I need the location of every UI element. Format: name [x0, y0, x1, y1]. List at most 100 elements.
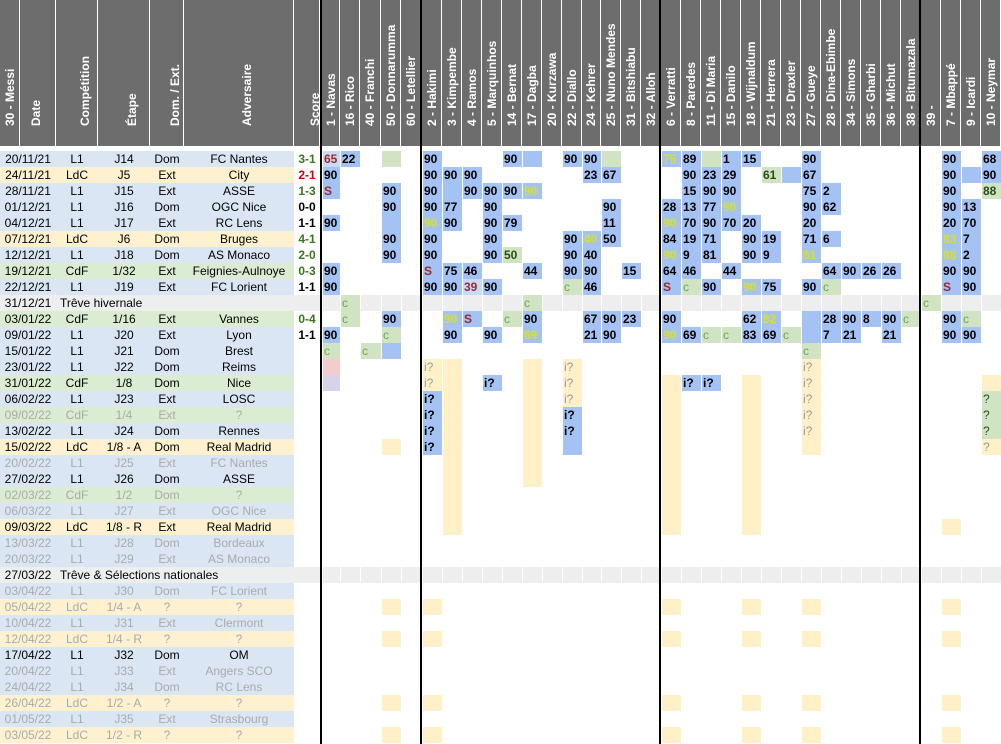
- player-minutes-cell[interactable]: [401, 647, 422, 663]
- player-minutes-cell[interactable]: [462, 231, 482, 247]
- player-minutes-cell[interactable]: [701, 439, 721, 455]
- player-minutes-cell[interactable]: [522, 631, 542, 647]
- player-minutes-cell[interactable]: [401, 599, 422, 615]
- player-minutes-cell[interactable]: [961, 599, 981, 615]
- player-minutes-cell[interactable]: [360, 647, 381, 663]
- match-row[interactable]: 06/03/22 L1 J27 Ext OGC Nice: [0, 503, 1001, 519]
- player-minutes-cell[interactable]: ?: [981, 423, 1001, 439]
- player-minutes-cell[interactable]: 90: [422, 199, 442, 215]
- player-minutes-cell[interactable]: [381, 727, 401, 743]
- player-minutes-cell[interactable]: 46: [462, 263, 482, 279]
- player-minutes-cell[interactable]: [442, 503, 462, 519]
- match-row[interactable]: 17/04/22 L1 J32 Dom OM: [0, 647, 1001, 663]
- player-minutes-cell[interactable]: 90: [482, 247, 502, 263]
- player-minutes-cell[interactable]: [781, 615, 801, 631]
- player-minutes-cell[interactable]: [841, 343, 861, 359]
- player-minutes-cell[interactable]: [741, 551, 761, 567]
- header-adversaire[interactable]: Adversaire: [184, 0, 294, 146]
- player-minutes-cell[interactable]: [621, 391, 641, 407]
- player-minutes-cell[interactable]: [381, 695, 401, 711]
- player-minutes-cell[interactable]: [781, 439, 801, 455]
- player-minutes-cell[interactable]: [861, 375, 881, 391]
- player-minutes-cell[interactable]: [482, 151, 502, 167]
- player-minutes-cell[interactable]: [542, 295, 562, 311]
- player-minutes-cell[interactable]: [881, 711, 901, 727]
- player-minutes-cell[interactable]: [681, 471, 701, 487]
- player-minutes-cell[interactable]: [322, 199, 340, 215]
- player-minutes-cell[interactable]: [861, 471, 881, 487]
- player-minutes-cell[interactable]: [841, 167, 861, 183]
- player-minutes-cell[interactable]: [422, 647, 442, 663]
- player-minutes-cell[interactable]: [741, 647, 761, 663]
- player-minutes-cell[interactable]: [401, 327, 422, 343]
- player-minutes-cell[interactable]: [901, 679, 921, 695]
- player-minutes-cell[interactable]: 50: [601, 231, 621, 247]
- player-minutes-cell[interactable]: [322, 487, 340, 503]
- player-minutes-cell[interactable]: [861, 247, 881, 263]
- player-minutes-cell[interactable]: c: [781, 327, 801, 343]
- match-row[interactable]: 10/04/22 L1 J31 Ext Clermont: [0, 615, 1001, 631]
- player-minutes-cell[interactable]: [821, 519, 841, 535]
- player-minutes-cell[interactable]: [821, 679, 841, 695]
- player-minutes-cell[interactable]: [641, 551, 661, 567]
- player-minutes-cell[interactable]: [661, 407, 681, 423]
- player-minutes-cell[interactable]: 90: [422, 215, 442, 231]
- player-minutes-cell[interactable]: [621, 279, 641, 295]
- player-minutes-cell[interactable]: [701, 311, 721, 327]
- player-minutes-cell[interactable]: [542, 311, 562, 327]
- player-minutes-cell[interactable]: [522, 231, 542, 247]
- player-minutes-cell[interactable]: [601, 359, 621, 375]
- player-minutes-cell[interactable]: [661, 679, 681, 695]
- player-minutes-cell[interactable]: [442, 231, 462, 247]
- player-minutes-cell[interactable]: [641, 439, 661, 455]
- player-minutes-cell[interactable]: [821, 471, 841, 487]
- player-minutes-cell[interactable]: 62: [741, 311, 761, 327]
- player-minutes-cell[interactable]: [340, 455, 360, 471]
- player-minutes-cell[interactable]: [360, 215, 381, 231]
- player-minutes-cell[interactable]: [921, 615, 941, 631]
- player-minutes-cell[interactable]: [542, 215, 562, 231]
- player-minutes-cell[interactable]: 90: [381, 199, 401, 215]
- player-minutes-cell[interactable]: [502, 455, 522, 471]
- player-minutes-cell[interactable]: 90: [661, 327, 681, 343]
- player-minutes-cell[interactable]: [661, 343, 681, 359]
- player-minutes-cell[interactable]: [401, 679, 422, 695]
- player-minutes-cell[interactable]: [761, 583, 781, 599]
- player-minutes-cell[interactable]: [761, 391, 781, 407]
- player-minutes-cell[interactable]: [981, 471, 1001, 487]
- player-minutes-cell[interactable]: [462, 215, 482, 231]
- player-minutes-cell[interactable]: [360, 711, 381, 727]
- player-minutes-cell[interactable]: [881, 663, 901, 679]
- player-minutes-cell[interactable]: [741, 503, 761, 519]
- player-minutes-cell[interactable]: [741, 455, 761, 471]
- player-minutes-cell[interactable]: [482, 311, 502, 327]
- player-minutes-cell[interactable]: [781, 359, 801, 375]
- player-minutes-cell[interactable]: [562, 599, 582, 615]
- player-minutes-cell[interactable]: [422, 599, 442, 615]
- player-minutes-cell[interactable]: [442, 343, 462, 359]
- player-minutes-cell[interactable]: [401, 375, 422, 391]
- player-minutes-cell[interactable]: [701, 423, 721, 439]
- player-minutes-cell[interactable]: [981, 647, 1001, 663]
- player-minutes-cell[interactable]: [601, 583, 621, 599]
- player-minutes-cell[interactable]: c: [721, 327, 741, 343]
- player-minutes-cell[interactable]: 65: [322, 151, 340, 167]
- player-minutes-cell[interactable]: [921, 503, 941, 519]
- player-minutes-cell[interactable]: [741, 439, 761, 455]
- player-header[interactable]: 40 - Franchi: [360, 0, 381, 146]
- player-minutes-cell[interactable]: [542, 423, 562, 439]
- player-minutes-cell[interactable]: 90: [582, 151, 601, 167]
- player-minutes-cell[interactable]: [360, 247, 381, 263]
- player-minutes-cell[interactable]: [961, 471, 981, 487]
- player-minutes-cell[interactable]: [701, 503, 721, 519]
- player-minutes-cell[interactable]: [801, 551, 821, 567]
- player-minutes-cell[interactable]: [542, 167, 562, 183]
- player-minutes-cell[interactable]: [360, 359, 381, 375]
- player-minutes-cell[interactable]: 19: [681, 231, 701, 247]
- player-minutes-cell[interactable]: [841, 647, 861, 663]
- player-minutes-cell[interactable]: i?: [422, 375, 442, 391]
- player-minutes-cell[interactable]: [562, 183, 582, 199]
- player-minutes-cell[interactable]: [701, 407, 721, 423]
- player-minutes-cell[interactable]: [881, 535, 901, 551]
- player-minutes-cell[interactable]: [462, 631, 482, 647]
